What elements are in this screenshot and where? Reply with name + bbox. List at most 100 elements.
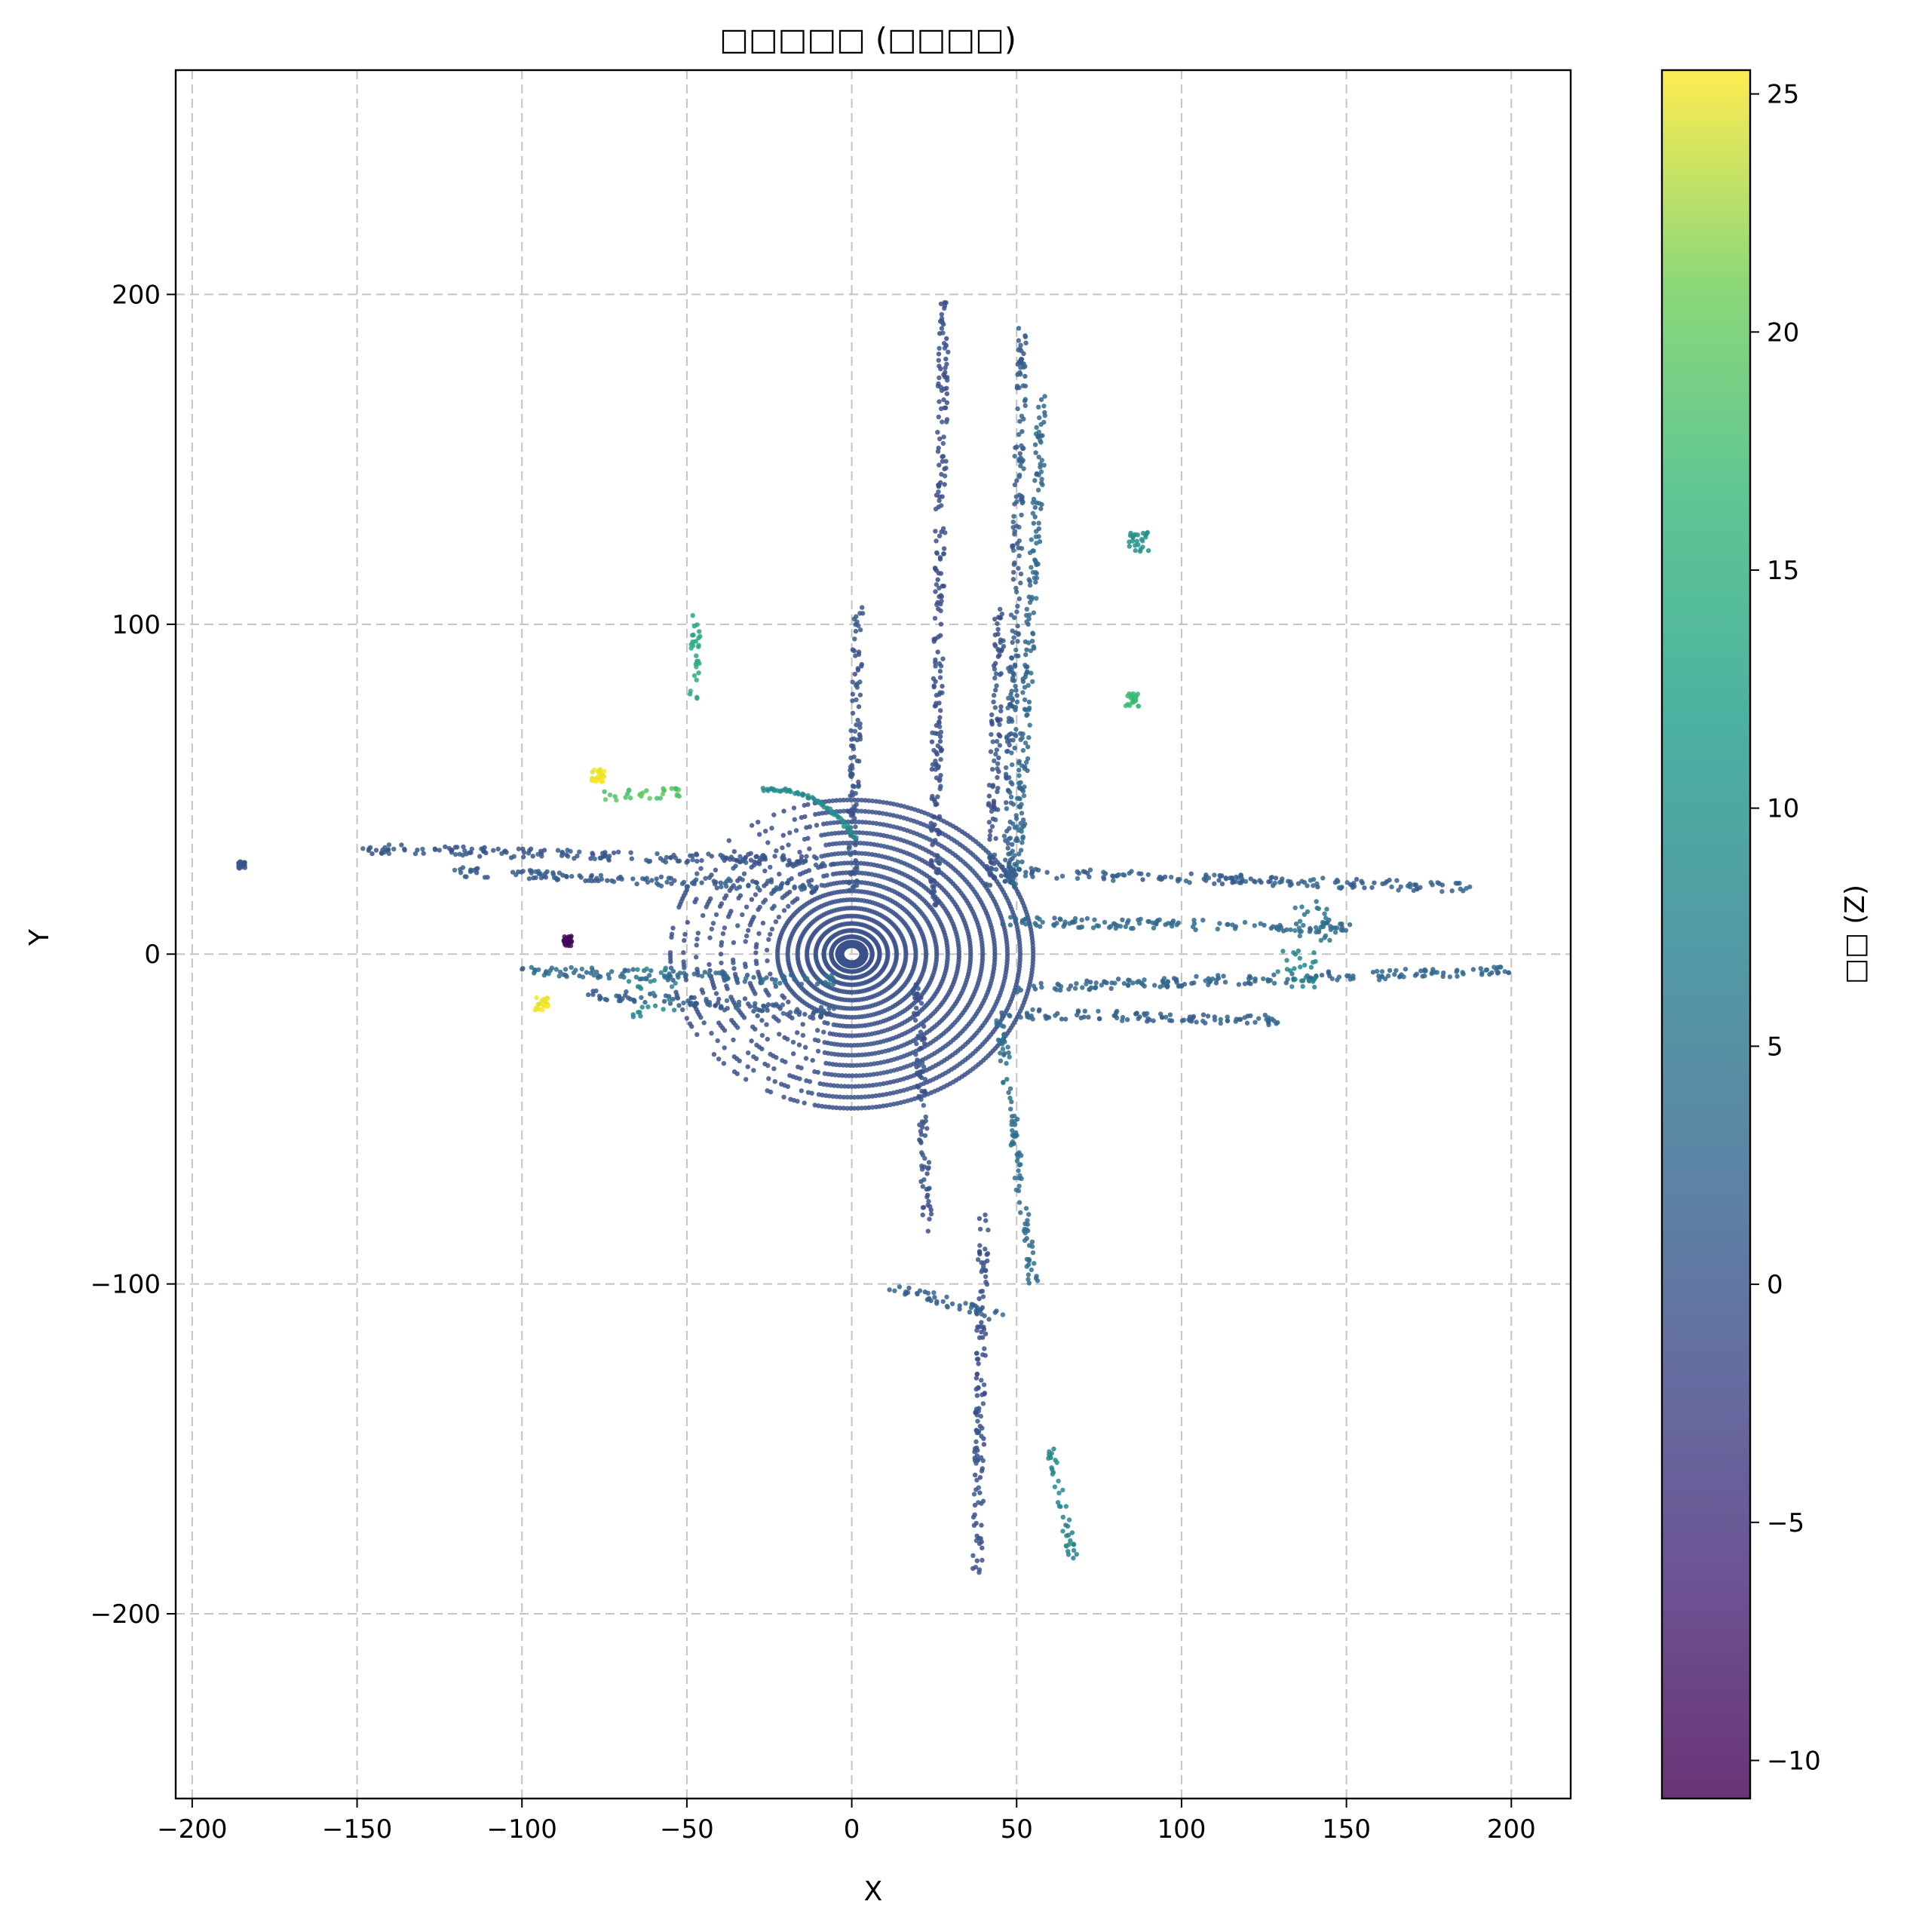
point-group-0-point — [866, 1105, 872, 1111]
point-group-0-point — [854, 1063, 860, 1068]
point-group-1-point — [935, 794, 940, 799]
point-group-12-point — [1336, 974, 1342, 980]
point-group-0-point — [856, 819, 862, 825]
point-group-8-point — [777, 980, 783, 986]
point-group-4-point — [1019, 413, 1025, 419]
point-group-11-point — [1000, 922, 1006, 927]
point-group-16-point — [1012, 1176, 1018, 1181]
point-group-0-point — [764, 947, 770, 953]
point-group-4-point — [1002, 879, 1008, 884]
point-group-0-point — [864, 1072, 869, 1078]
point-group-0-point — [701, 1020, 707, 1026]
point-group-1-point — [929, 796, 935, 802]
point-group-1-point — [937, 724, 943, 729]
point-group-5-point — [1027, 722, 1032, 728]
point-group-2-point — [1001, 638, 1006, 643]
point-group-14-point — [922, 1036, 927, 1041]
point-group-5-point — [1022, 764, 1028, 769]
point-group-3-point — [846, 846, 851, 851]
point-group-17-point — [973, 1310, 980, 1316]
point-group-8-point — [637, 977, 642, 982]
point-group-0-point — [719, 960, 724, 966]
point-group-11-point — [1258, 921, 1263, 927]
point-group-19-point — [851, 834, 857, 840]
point-group-4-point — [1006, 774, 1012, 780]
point-group-20-point — [691, 624, 697, 629]
point-group-6-point — [415, 848, 420, 853]
point-group-8-point — [549, 965, 555, 971]
point-group-0-point — [821, 873, 826, 879]
point-group-9-point — [685, 998, 691, 1004]
point-group-1-point — [936, 869, 942, 875]
point-group-2-point — [989, 823, 995, 830]
point-group-8-point — [646, 973, 652, 978]
point-group-6-point — [521, 850, 527, 855]
point-group-7-point — [550, 870, 556, 876]
point-group-6-point — [743, 856, 748, 861]
point-group-16-point — [1029, 1239, 1035, 1245]
point-group-7-point — [589, 872, 594, 879]
point-group-0-point — [812, 1102, 817, 1108]
point-group-2-point — [990, 739, 996, 744]
point-group-1-point — [937, 498, 942, 503]
point-group-22-point — [602, 768, 607, 774]
point-group-1-point — [932, 822, 937, 827]
point-group-0-point — [884, 811, 889, 817]
point-group-11-point — [1090, 925, 1096, 931]
point-group-8-point — [556, 974, 562, 979]
point-group-6-point — [644, 857, 649, 863]
point-group-2-point — [993, 836, 998, 842]
point-group-14-point — [915, 1011, 921, 1017]
point-group-1-point — [938, 708, 943, 713]
point-group-18-point — [1056, 1478, 1061, 1484]
point-group-10-point — [1299, 879, 1305, 884]
point-group-0-point — [692, 899, 697, 905]
point-group-19-point — [841, 823, 847, 830]
point-group-12-point — [1478, 966, 1483, 971]
point-group-11-point — [1347, 922, 1353, 928]
point-group-6-point — [757, 861, 762, 866]
point-group-11-point — [1145, 918, 1151, 925]
point-group-6-point — [520, 854, 526, 860]
point-group-10-point — [1394, 878, 1400, 883]
point-group-0-point — [835, 1083, 841, 1089]
point-group-12-point — [1242, 981, 1248, 986]
point-group-3-point — [850, 692, 856, 697]
point-group-2-point — [992, 705, 998, 710]
point-group-4-point — [1017, 451, 1023, 456]
point-group-12-point — [1479, 972, 1485, 977]
point-group-1-point — [928, 857, 934, 863]
point-group-0-point — [759, 1046, 765, 1052]
point-group-0-point — [839, 830, 845, 836]
point-group-8-point — [829, 977, 835, 982]
point-group-10-point — [1033, 866, 1038, 872]
point-group-0-point — [877, 821, 883, 826]
point-group-11-point — [1052, 915, 1057, 921]
point-group-9-point — [616, 993, 622, 999]
point-group-15-point — [978, 1413, 984, 1419]
point-group-5-point — [1019, 811, 1025, 816]
point-group-7-point — [784, 880, 790, 886]
point-group-10-point — [1101, 869, 1106, 875]
point-group-4-point — [1012, 482, 1018, 488]
point-group-6-point — [499, 851, 504, 857]
point-group-0-point — [869, 1105, 875, 1110]
point-group-2-point — [998, 717, 1003, 722]
point-group-11-point — [1268, 925, 1274, 931]
point-group-13-point — [1212, 1017, 1218, 1023]
point-group-4-point — [1016, 566, 1021, 571]
point-group-1-point — [937, 738, 943, 744]
point-group-7-point — [699, 880, 704, 885]
point-group-15-point — [979, 1260, 984, 1265]
point-group-0-point — [766, 1076, 771, 1081]
point-group-12-point — [1393, 968, 1399, 974]
point-group-4-point — [1010, 762, 1015, 768]
point-group-3-point — [853, 628, 859, 634]
point-group-1-point — [934, 538, 939, 544]
point-group-4-point — [1010, 543, 1016, 548]
point-group-0-point — [735, 878, 740, 884]
point-group-6-point — [469, 846, 474, 852]
point-group-0-point — [780, 895, 785, 900]
point-group-12-point — [1492, 964, 1497, 970]
point-group-0-point — [731, 866, 736, 871]
